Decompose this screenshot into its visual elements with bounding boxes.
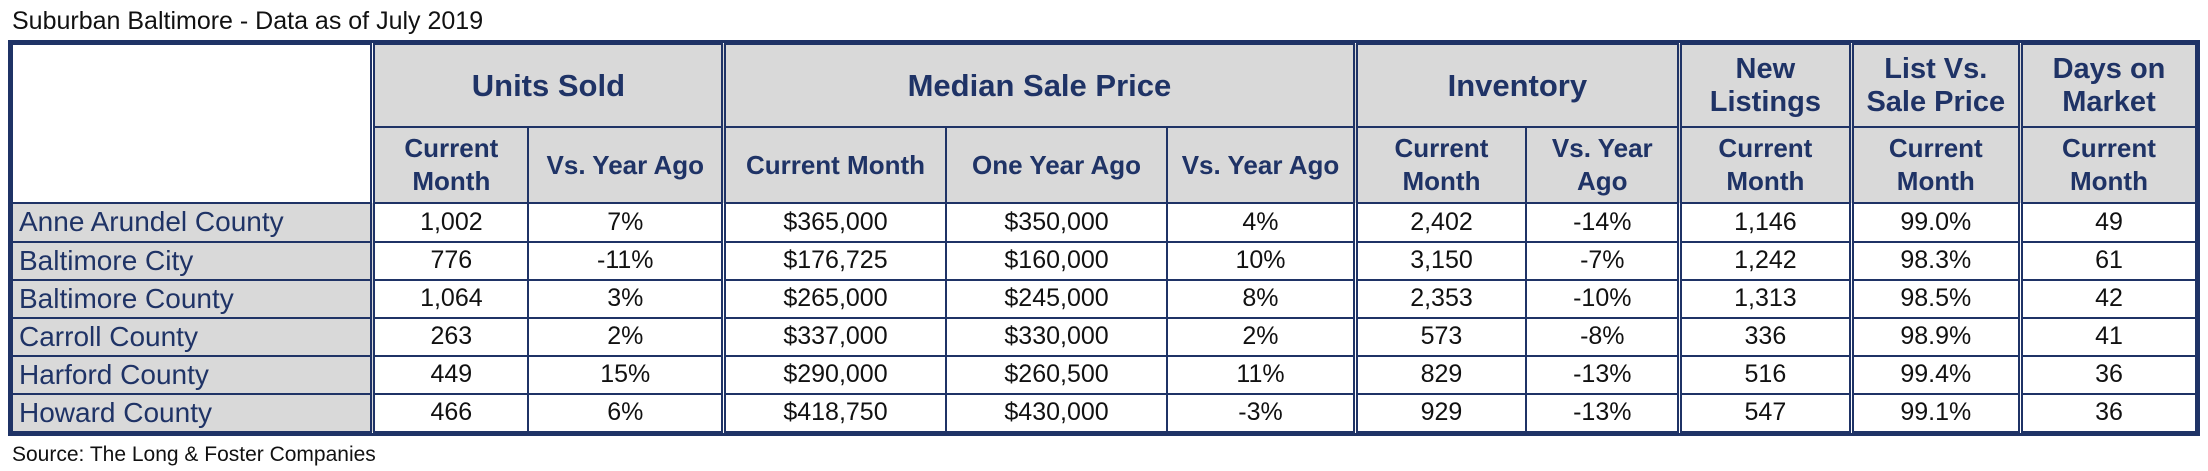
table-cell: $430,000 xyxy=(944,392,1169,434)
table-row: Carroll County 263 2% $337,000 $330,000 2% 573… xyxy=(11,316,2197,357)
header-median-sale-price: Median Sale Price xyxy=(721,42,1357,129)
table-cell: 336 xyxy=(1677,316,1853,357)
table-cell: -7% xyxy=(1525,240,1681,281)
table-cell: 61 xyxy=(2017,240,2197,281)
table-cell: $260,500 xyxy=(944,354,1169,395)
header-units-sold: Units Sold xyxy=(370,42,725,129)
table-cell: $365,000 xyxy=(721,202,947,243)
table-cell: 3% xyxy=(527,278,725,319)
subheader-units-vs: Vs. Year Ago xyxy=(527,126,725,205)
table-cell: $330,000 xyxy=(944,316,1169,357)
table-cell: -13% xyxy=(1525,354,1681,395)
table-cell: 8% xyxy=(1166,278,1357,319)
table-cell: 1,242 xyxy=(1677,240,1853,281)
table-cell: -11% xyxy=(527,240,725,281)
row-county-name: Harford County xyxy=(11,354,374,395)
table-row: Anne Arundel County 1,002 7% $365,000 $350,0… xyxy=(11,202,2197,243)
table-cell: 573 xyxy=(1352,316,1528,357)
table-cell: 10% xyxy=(1166,240,1357,281)
source-note: Source: The Long & Foster Companies xyxy=(12,443,376,466)
row-county-name: Baltimore City xyxy=(11,240,374,281)
table-cell: 929 xyxy=(1352,392,1528,434)
table-cell: 36 xyxy=(2017,392,2197,434)
table-cell: 1,146 xyxy=(1677,202,1853,243)
subheader-price-current: Current Month xyxy=(721,126,947,205)
row-county-name: Baltimore County xyxy=(11,278,374,319)
table-cell: 15% xyxy=(527,354,725,395)
table-cell: 7% xyxy=(527,202,725,243)
subheader-inventory-vs: Vs. Year Ago xyxy=(1525,126,1681,205)
subheader-price-vs: Vs. Year Ago xyxy=(1166,126,1357,205)
table-cell: $337,000 xyxy=(721,316,947,357)
table-cell: 41 xyxy=(2017,316,2197,357)
table-cell: 42 xyxy=(2017,278,2197,319)
subheader-days-on-market-current: Current Month xyxy=(2017,126,2197,205)
table-cell: 2,402 xyxy=(1352,202,1528,243)
table-cell: 1,064 xyxy=(370,278,530,319)
table-row: Baltimore County 1,064 3% $265,000 $245,000 8… xyxy=(11,278,2197,319)
page-title: Suburban Baltimore - Data as of July 201… xyxy=(12,7,484,35)
table-cell: 449 xyxy=(370,354,530,395)
market-stats-table: Units Sold Median Sale Price Inventory N… xyxy=(8,40,2200,436)
table-cell: 98.5% xyxy=(1848,278,2022,319)
table-cell: 3,150 xyxy=(1352,240,1528,281)
row-county-name: Carroll County xyxy=(11,316,374,357)
table-cell: 98.3% xyxy=(1848,240,2022,281)
table-cell: -8% xyxy=(1525,316,1681,357)
table-cell: 49 xyxy=(2017,202,2197,243)
table-cell: $245,000 xyxy=(944,278,1169,319)
table-cell: 776 xyxy=(370,240,530,281)
corner-cell xyxy=(11,42,374,205)
subheader-new-listings-current: Current Month xyxy=(1677,126,1853,205)
table-cell: 263 xyxy=(370,316,530,357)
table-cell: 99.0% xyxy=(1848,202,2022,243)
header-days-on-market: Days on Market xyxy=(2017,42,2197,129)
table-cell: 2% xyxy=(527,316,725,357)
table-cell: $160,000 xyxy=(944,240,1169,281)
table-row: Harford County 449 15% $290,000 $260,500 11% 8… xyxy=(11,354,2197,395)
table-cell: 516 xyxy=(1677,354,1853,395)
subheader-list-vs-sale-current: Current Month xyxy=(1848,126,2022,205)
row-county-name: Howard County xyxy=(11,392,374,434)
table-row: Baltimore City 776 -11% $176,725 $160,000 10%… xyxy=(11,240,2197,281)
table-cell: 98.9% xyxy=(1848,316,2022,357)
table-cell: 829 xyxy=(1352,354,1528,395)
table-cell: $418,750 xyxy=(721,392,947,434)
table-cell: 2% xyxy=(1166,316,1357,357)
subheader-units-current: Current Month xyxy=(370,126,530,205)
table-cell: 1,002 xyxy=(370,202,530,243)
table-cell: 1,313 xyxy=(1677,278,1853,319)
table-cell: -13% xyxy=(1525,392,1681,434)
table-row: Howard County 466 6% $418,750 $430,000 -3% 929… xyxy=(11,392,2197,434)
table-cell: 99.4% xyxy=(1848,354,2022,395)
table-cell: 4% xyxy=(1166,202,1357,243)
row-county-name: Anne Arundel County xyxy=(11,202,374,243)
table-cell: 99.1% xyxy=(1848,392,2022,434)
table-cell: $265,000 xyxy=(721,278,947,319)
table-cell: $350,000 xyxy=(944,202,1169,243)
table-cell: $290,000 xyxy=(721,354,947,395)
table-cell: 2,353 xyxy=(1352,278,1528,319)
subheader-inventory-current: Current Month xyxy=(1352,126,1528,205)
header-inventory: Inventory xyxy=(1352,42,1681,129)
header-new-listings: New Listings xyxy=(1677,42,1853,129)
table-cell: -3% xyxy=(1166,392,1357,434)
header-list-vs-sale: List Vs. Sale Price xyxy=(1848,42,2022,129)
table-cell: -14% xyxy=(1525,202,1681,243)
subheader-price-year-ago: One Year Ago xyxy=(944,126,1169,205)
table-cell: 6% xyxy=(527,392,725,434)
table-cell: 466 xyxy=(370,392,530,434)
table-cell: 36 xyxy=(2017,354,2197,395)
table-cell: 547 xyxy=(1677,392,1853,434)
table-cell: 11% xyxy=(1166,354,1357,395)
table-cell: -10% xyxy=(1525,278,1681,319)
table-cell: $176,725 xyxy=(721,240,947,281)
